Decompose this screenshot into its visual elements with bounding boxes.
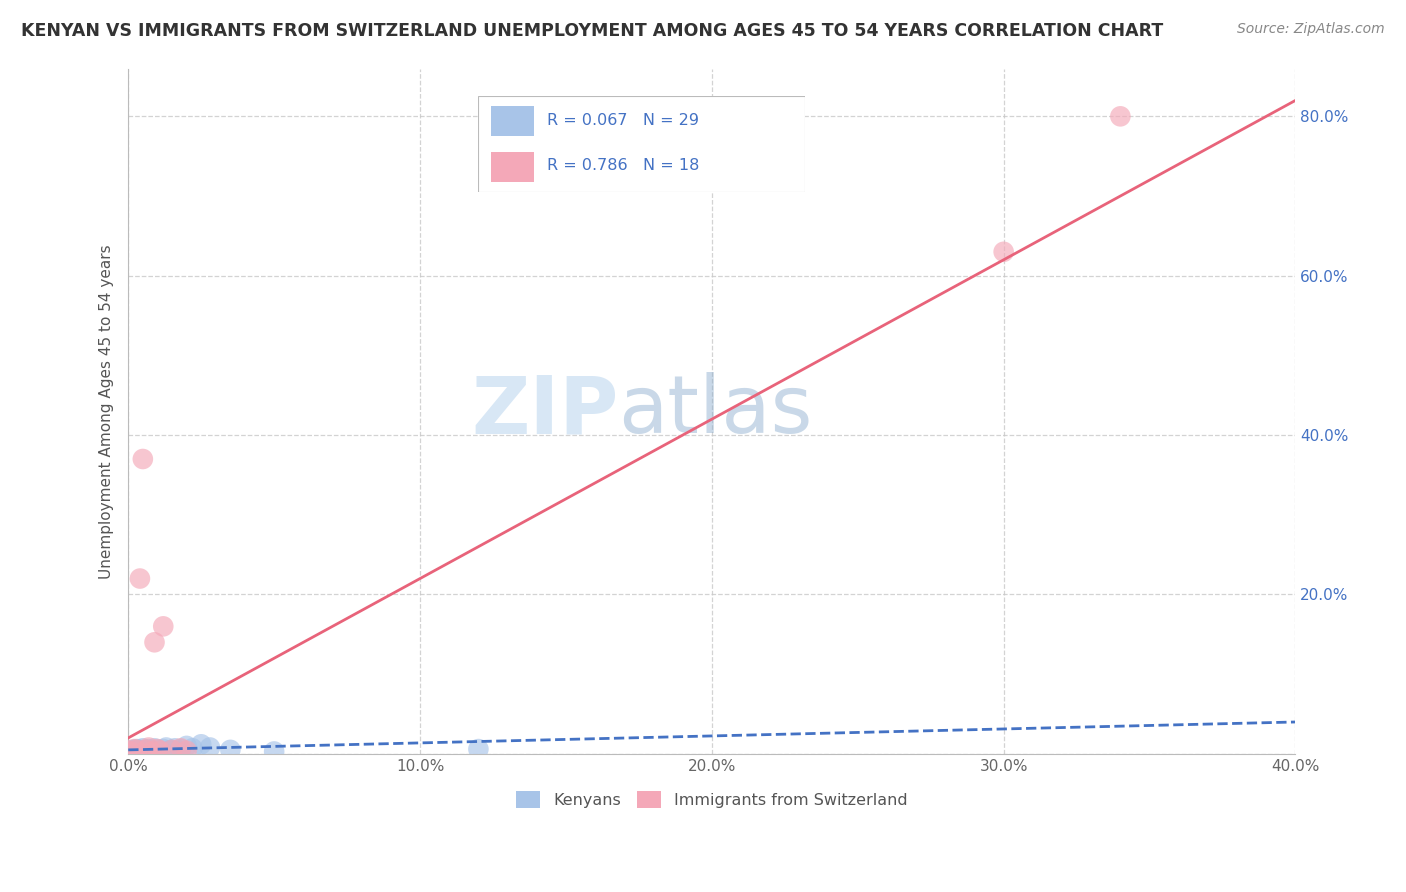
Point	[160, 743, 183, 757]
Point	[181, 741, 204, 756]
Text: KENYAN VS IMMIGRANTS FROM SWITZERLAND UNEMPLOYMENT AMONG AGES 45 TO 54 YEARS COR: KENYAN VS IMMIGRANTS FROM SWITZERLAND UN…	[21, 22, 1163, 40]
Point	[157, 744, 180, 758]
Point	[263, 744, 285, 758]
Point	[122, 742, 145, 756]
Text: ZIP: ZIP	[471, 372, 619, 450]
Point	[141, 744, 163, 758]
Point	[132, 741, 155, 756]
Point	[117, 744, 139, 758]
Point	[132, 452, 155, 467]
Point	[149, 744, 172, 758]
Point	[135, 743, 157, 757]
Legend: Kenyans, Immigrants from Switzerland: Kenyans, Immigrants from Switzerland	[510, 785, 914, 814]
Point	[122, 743, 145, 757]
Point	[129, 743, 152, 757]
Point	[170, 741, 193, 756]
Point	[117, 744, 139, 758]
Text: Source: ZipAtlas.com: Source: ZipAtlas.com	[1237, 22, 1385, 37]
Point	[135, 743, 157, 757]
Y-axis label: Unemployment Among Ages 45 to 54 years: Unemployment Among Ages 45 to 54 years	[100, 244, 114, 579]
Point	[163, 741, 186, 756]
Point	[120, 744, 142, 758]
Point	[129, 572, 152, 586]
Point	[198, 740, 221, 755]
Point	[155, 740, 177, 755]
Point	[125, 742, 148, 756]
Point	[152, 619, 174, 633]
Point	[125, 743, 148, 757]
Point	[146, 742, 169, 756]
Point	[176, 739, 198, 753]
Point	[176, 744, 198, 758]
Point	[141, 744, 163, 758]
Point	[1109, 109, 1132, 123]
Text: atlas: atlas	[619, 372, 813, 450]
Point	[146, 743, 169, 757]
Point	[993, 244, 1015, 259]
Point	[160, 743, 183, 757]
Point	[138, 744, 160, 758]
Point	[149, 744, 172, 758]
Point	[143, 741, 166, 756]
Point	[152, 742, 174, 756]
Point	[138, 742, 160, 756]
Point	[125, 744, 148, 758]
Point	[132, 744, 155, 758]
Point	[219, 743, 242, 757]
Point	[120, 744, 142, 758]
Point	[467, 742, 489, 756]
Point	[166, 744, 188, 758]
Point	[138, 740, 160, 755]
Point	[190, 737, 212, 751]
Point	[170, 742, 193, 756]
Point	[143, 635, 166, 649]
